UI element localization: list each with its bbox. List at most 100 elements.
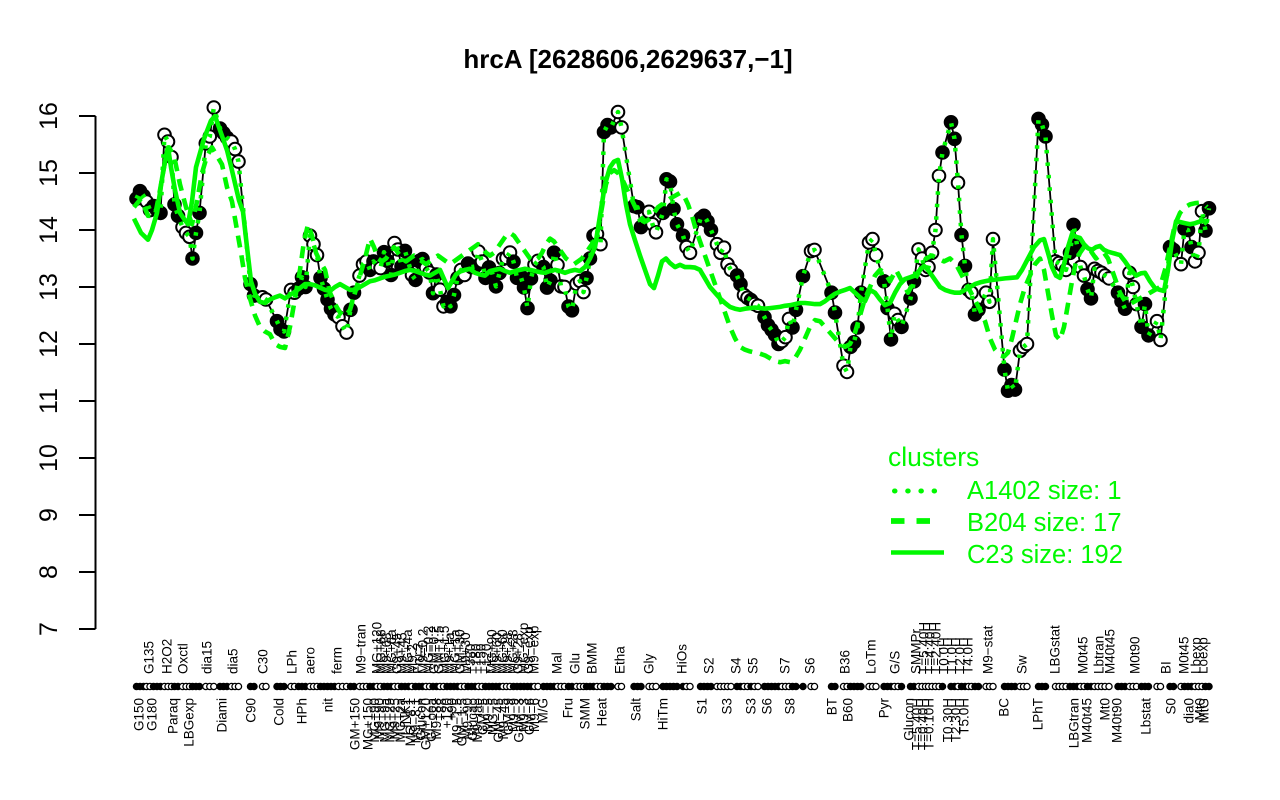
svg-text:Diami: Diami: [215, 698, 230, 733]
svg-text:GM−45: GM−45: [491, 698, 506, 743]
svg-text:Fru: Fru: [561, 698, 576, 718]
svg-text:+180: +180: [469, 644, 484, 674]
svg-text:SMM: SMM: [578, 698, 593, 730]
svg-text:MG−exp: MG−exp: [516, 623, 531, 674]
svg-text:MG−8.1: MG−8.1: [403, 698, 418, 746]
svg-text:+88: +88: [434, 698, 449, 721]
svg-text:M9=0.2: M9=0.2: [416, 629, 431, 674]
svg-text:Glucao: Glucao: [465, 698, 480, 741]
svg-text:Glu: Glu: [568, 653, 583, 674]
svg-text:LBGexp: LBGexp: [182, 698, 197, 747]
svg-text:B204 size: 17: B204 size: 17: [967, 509, 1122, 537]
svg-text:S3: S3: [744, 698, 759, 715]
svg-text:G/S: G/S: [888, 651, 903, 674]
svg-text:G135: G135: [142, 641, 157, 674]
svg-text:Loexp: Loexp: [1196, 637, 1211, 674]
svg-text:T=4.40H: T=4.40H: [923, 622, 938, 674]
svg-text:MG+90: MG+90: [484, 629, 499, 674]
svg-text:M9+28: M9+28: [500, 632, 515, 674]
svg-text:S7: S7: [778, 657, 793, 674]
svg-text:T4.0H: T4.0H: [961, 637, 976, 674]
svg-text:M9+90: M9+90: [372, 698, 387, 740]
svg-text:Sw: Sw: [1015, 655, 1030, 674]
svg-text:LPh: LPh: [285, 650, 300, 674]
svg-text:Lbtran: Lbtran: [1092, 636, 1107, 674]
svg-text:C23 size: 192: C23 size: 192: [967, 541, 1123, 569]
svg-text:MG+60: MG+60: [495, 629, 510, 674]
svg-text:G9+45: G9+45: [389, 633, 404, 674]
svg-text:GM+150: GM+150: [348, 698, 363, 750]
svg-text:M0t90: M0t90: [1128, 636, 1143, 674]
svg-text:M9−6: M9−6: [527, 698, 542, 732]
svg-text:M/G: M/G: [536, 698, 551, 724]
svg-text:BMM: BMM: [585, 643, 600, 675]
svg-text:M9−90: M9−90: [460, 698, 475, 740]
svg-text:Pyr: Pyr: [877, 697, 892, 718]
svg-text:M9−9: M9−9: [506, 698, 521, 732]
svg-text:T0.0H: T0.0H: [937, 637, 952, 674]
svg-text:M40t45: M40t45: [1080, 698, 1095, 743]
svg-text:M9+68: M9+68: [379, 632, 394, 674]
svg-text:+120: +120: [479, 644, 494, 674]
svg-text:9: 9: [35, 508, 63, 522]
svg-text:T2.0H: T2.0H: [953, 637, 968, 674]
svg-text:T=0.40H: T=0.40H: [916, 698, 931, 750]
svg-text:M9+30: M9+30: [458, 632, 473, 674]
svg-text:SMMPr: SMMPr: [909, 629, 924, 675]
svg-text:LINK1: LINK1: [398, 698, 413, 736]
svg-text:GM=0.2: GM=0.2: [426, 626, 441, 674]
svg-text:8: 8: [35, 565, 63, 579]
svg-text:M9+45: M9+45: [395, 632, 410, 674]
svg-text:GaM−3: GaM−3: [512, 698, 527, 743]
svg-text:BI: BI: [1159, 661, 1174, 674]
svg-text:Fru:2: Fru:2: [410, 642, 425, 674]
svg-text:M40t90: M40t90: [1110, 698, 1125, 743]
svg-text:Glucon: Glucon: [414, 698, 429, 741]
svg-text:MG+28: MG+28: [505, 629, 520, 674]
svg-text:M0t45: M0t45: [1076, 636, 1091, 674]
svg-text:M0t45: M0t45: [1177, 636, 1192, 674]
svg-text:HPh: HPh: [295, 698, 310, 724]
svg-text:S4: S4: [729, 657, 744, 674]
svg-text:LBGstat: LBGstat: [1048, 625, 1063, 674]
svg-text:GM+120: GM+120: [419, 698, 434, 750]
svg-text:GM−9: GM−9: [501, 698, 516, 735]
svg-text:MG+6a: MG+6a: [384, 629, 399, 674]
svg-text:M9+25: M9+25: [388, 698, 403, 740]
svg-text:MG+120: MG+120: [370, 622, 385, 674]
svg-text:M9−1.5: M9−1.5: [450, 698, 465, 743]
svg-text:HiTm: HiTm: [656, 698, 671, 730]
svg-text:S3: S3: [720, 698, 735, 715]
svg-text:aero: aero: [303, 647, 318, 674]
svg-text:T0.30H: T0.30H: [941, 698, 956, 742]
svg-text:G9−exp: G9−exp: [521, 626, 536, 674]
svg-text:T2.30H: T2.30H: [949, 698, 964, 742]
svg-text:T=5.40H: T=5.40H: [917, 622, 932, 674]
svg-text:15: 15: [35, 159, 63, 187]
svg-text:14: 14: [35, 216, 63, 244]
svg-text:M9−stat: M9−stat: [981, 625, 996, 674]
svg-text:Salt: Salt: [629, 698, 644, 722]
svg-text:M9−8.1: M9−8.1: [408, 698, 423, 743]
svg-text:LBGtran: LBGtran: [1067, 698, 1082, 748]
svg-text:nit: nit: [321, 698, 336, 713]
svg-text:GM−1.5: GM−1.5: [455, 698, 470, 746]
svg-text:+90: +90: [444, 698, 459, 721]
svg-text:M9−tran: M9−tran: [354, 624, 369, 674]
svg-text:LoTm: LoTm: [864, 639, 879, 674]
svg-text:ferm: ferm: [330, 647, 345, 674]
svg-text:Lbstat: Lbstat: [1139, 698, 1154, 735]
svg-text:A1402 size: 1: A1402 size: 1: [967, 477, 1122, 505]
svg-text:G180: G180: [145, 698, 160, 731]
svg-text:Cold: Cold: [272, 698, 287, 726]
svg-text:G150: G150: [132, 698, 147, 731]
svg-text:M9−lao: M9−lao: [470, 698, 485, 743]
svg-text:+120: +120: [439, 698, 454, 728]
svg-text:7: 7: [35, 622, 63, 636]
svg-text:dia15: dia15: [200, 641, 215, 674]
svg-text:S6: S6: [803, 657, 818, 674]
svg-text:GM−6: GM−6: [522, 698, 537, 735]
svg-text:H2O2: H2O2: [160, 639, 175, 674]
svg-text:MG=0.2: MG=0.2: [421, 626, 436, 674]
svg-text:GM+1.5: GM+1.5: [432, 626, 447, 674]
